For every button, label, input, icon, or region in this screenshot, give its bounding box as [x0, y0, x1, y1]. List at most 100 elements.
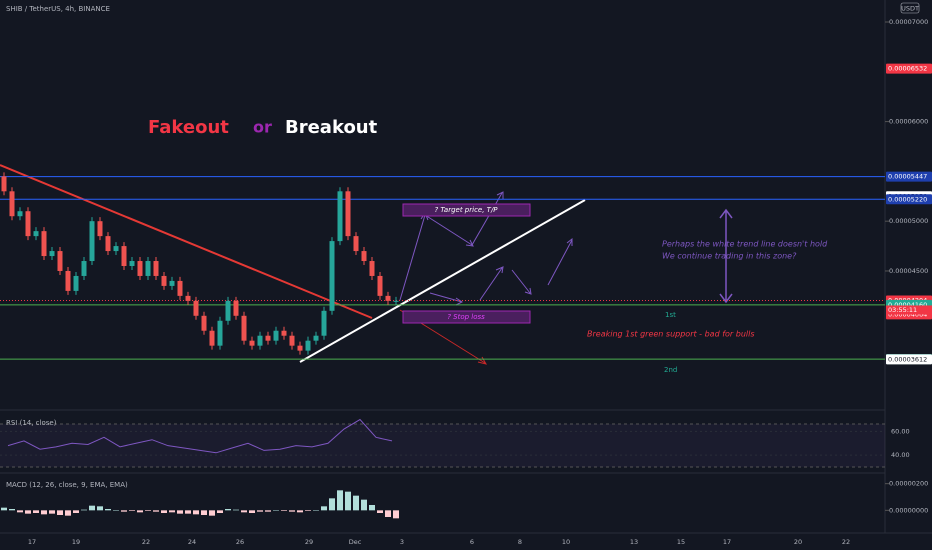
candle: [361, 251, 367, 262]
candle: [345, 191, 351, 237]
candle: [57, 251, 63, 271]
badge-label: 0.00005447: [888, 173, 927, 181]
badge-label: 0.00004160: [888, 301, 927, 309]
macd-bar: [337, 490, 343, 511]
countdown-bg: [886, 305, 932, 315]
macd-bar: [169, 510, 175, 513]
badge-label: 0.00005220: [888, 195, 927, 203]
macd-bar: [33, 510, 39, 513]
candle: [113, 246, 119, 252]
candle: [369, 261, 375, 276]
macd-bar: [25, 510, 31, 514]
macd-bar: [89, 505, 95, 511]
breakout: Breakout: [285, 117, 378, 138]
candle: [201, 315, 207, 331]
candle: [241, 315, 247, 341]
rsi-band: [0, 424, 885, 467]
candle: [305, 340, 311, 351]
macd-bar: [65, 510, 71, 516]
support-label: 2nd: [664, 366, 677, 374]
fakeout: Fakeout: [148, 117, 229, 138]
badge-label: 0.00006532: [888, 65, 927, 73]
note: We continue trading in this zone?: [662, 252, 797, 261]
time-label: 19: [72, 538, 80, 546]
support-label: 1st: [665, 311, 676, 319]
candle: [185, 295, 191, 301]
price-badge: [886, 354, 932, 365]
candle: [265, 335, 271, 341]
macd-bar: [217, 510, 223, 513]
time-label: 10: [562, 538, 570, 546]
macd-bar: [153, 510, 159, 512]
note: Breaking 1st green support - bad for bul…: [587, 330, 755, 339]
macd-bar: [9, 509, 15, 511]
time-label: 8: [518, 538, 522, 546]
macd-bar: [1, 507, 7, 511]
candle: [41, 231, 47, 257]
candle: [137, 261, 143, 276]
note: Perhaps the white trend line doesn't hol…: [662, 240, 828, 249]
candle: [193, 300, 199, 316]
macd-bar: [377, 510, 383, 513]
badge-label: 0.00003612: [888, 355, 927, 363]
candle: [49, 251, 55, 257]
macd-bar: [81, 509, 87, 511]
candle: [33, 231, 39, 237]
macd-bar: [281, 510, 287, 511]
macd-bar: [145, 510, 151, 511]
candle: [209, 330, 215, 346]
candle: [393, 300, 399, 302]
candle: [233, 300, 239, 316]
candle: [329, 241, 335, 311]
candle: [177, 280, 183, 296]
candle: [73, 275, 79, 291]
candle: [89, 221, 95, 262]
macd-bar: [73, 510, 79, 513]
time-label: 3: [400, 538, 404, 546]
macd-bar: [177, 510, 183, 514]
macd-bar: [369, 505, 375, 511]
currency: USDT: [901, 5, 919, 13]
macd-bar: [17, 510, 23, 513]
time-label: 15: [677, 538, 685, 546]
candle: [121, 246, 127, 266]
candle: [313, 335, 319, 341]
candle: [377, 275, 383, 296]
target-box: [402, 203, 531, 217]
candle: [97, 221, 103, 237]
price-label: 0.00005000: [889, 217, 928, 225]
macd-bar: [265, 510, 271, 512]
countdown: 03:55:11: [888, 306, 917, 314]
macd-bar: [201, 510, 207, 515]
price-badge: [886, 171, 932, 182]
macd-bar: [105, 509, 111, 511]
macd-bar: [193, 510, 199, 515]
macd-bar: [41, 510, 47, 515]
candle: [257, 335, 263, 346]
candle: [169, 280, 175, 286]
macd-bar: [361, 499, 367, 511]
candle: [321, 310, 327, 336]
candle: [225, 300, 231, 321]
candle: [25, 211, 31, 237]
symbol: SHIB / TetherUS, 4h, BINANCE: [6, 5, 110, 13]
macd-bar: [241, 510, 247, 513]
candle: [161, 275, 167, 286]
macd-label: 0.00000000: [889, 506, 928, 514]
time-label: 24: [188, 538, 196, 546]
macd-bar: [121, 510, 127, 512]
macd-bar: [393, 510, 399, 519]
candle: [273, 330, 279, 341]
stop-label: ? Stop loss: [447, 313, 485, 321]
candle: [353, 236, 359, 252]
price-badge: [886, 194, 932, 205]
rsi-title: RSI (14, close): [6, 419, 57, 427]
time-label: Dec: [349, 538, 362, 546]
candle: [337, 191, 343, 242]
time-label: 22: [142, 538, 150, 546]
time-label: 6: [470, 538, 474, 546]
candle: [281, 330, 287, 336]
time-label: 26: [236, 538, 244, 546]
time-label: 20: [794, 538, 802, 546]
